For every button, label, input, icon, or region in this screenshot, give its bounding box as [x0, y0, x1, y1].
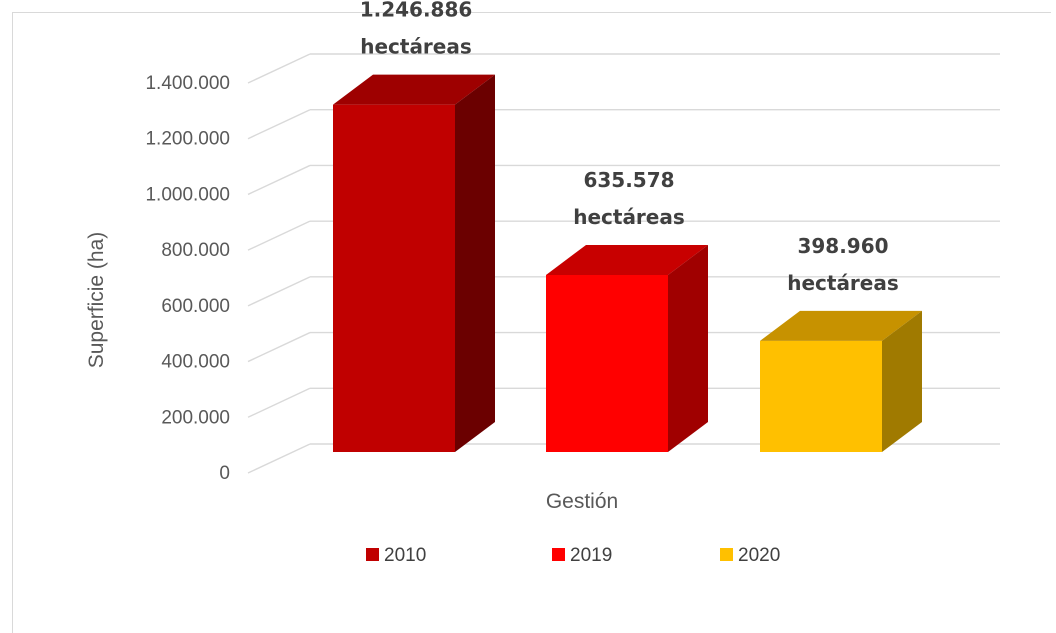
legend-label: 2019: [570, 545, 612, 566]
legend-item-2020: 2020: [720, 545, 780, 566]
bars: [333, 74, 922, 452]
data-label-value: 398.960: [797, 234, 888, 258]
data-label-unit: hectáreas: [573, 205, 685, 229]
legend-item-2019: 2019: [552, 545, 612, 566]
bar-top: [333, 74, 495, 105]
y-axis-ticks: 0 200.000 400.000 600.000 800.000 1.000.000 1.…: [145, 73, 230, 484]
gridline: [247, 53, 1000, 84]
data-label-unit: hectáreas: [787, 271, 899, 295]
y-tick-label: 600.000: [161, 296, 230, 317]
bar-side: [455, 74, 495, 452]
bar-front: [760, 340, 882, 452]
bar-top: [760, 310, 922, 341]
bar-side: [882, 310, 922, 452]
bar-2020: [760, 310, 922, 452]
bar-2019: [546, 244, 708, 452]
legend-item-2010: 2010: [366, 545, 426, 566]
legend-swatch: [552, 548, 565, 561]
legend-swatch: [366, 548, 379, 561]
data-label-unit: hectáreas: [360, 35, 472, 59]
y-tick-label: 0: [219, 463, 230, 484]
y-tick-label: 800.000: [161, 240, 230, 261]
bar-side: [668, 244, 708, 452]
bar-front: [333, 104, 455, 452]
y-axis-title: Superficie (ha): [85, 232, 108, 369]
data-label-2019: 635.578 hectáreas: [573, 168, 685, 229]
data-labels: 1.246.886hectáreas635.578hectáreas398.96…: [360, 0, 899, 295]
data-label-value: 1.246.886: [360, 0, 473, 22]
legend-swatch: [720, 548, 733, 561]
data-label-2020: 398.960 hectáreas: [787, 234, 899, 295]
legend-label: 2010: [384, 545, 426, 566]
y-tick-label: 1.400.000: [145, 73, 230, 94]
y-tick-label: 1.000.000: [145, 184, 230, 205]
y-tick-label: 1.200.000: [145, 129, 230, 150]
y-tick-label: 400.000: [161, 352, 230, 373]
y-tick-label: 200.000: [161, 407, 230, 428]
bar-front: [546, 274, 668, 452]
legend-label: 2020: [738, 545, 780, 566]
legend: 2010 2019 2020: [366, 545, 780, 566]
bar-top: [546, 244, 708, 275]
x-axis-title: Gestión: [546, 490, 618, 513]
data-label-value: 635.578: [583, 168, 674, 192]
bar-2010: [333, 74, 495, 452]
data-label-2010: 1.246.886 hectáreas: [360, 0, 473, 59]
